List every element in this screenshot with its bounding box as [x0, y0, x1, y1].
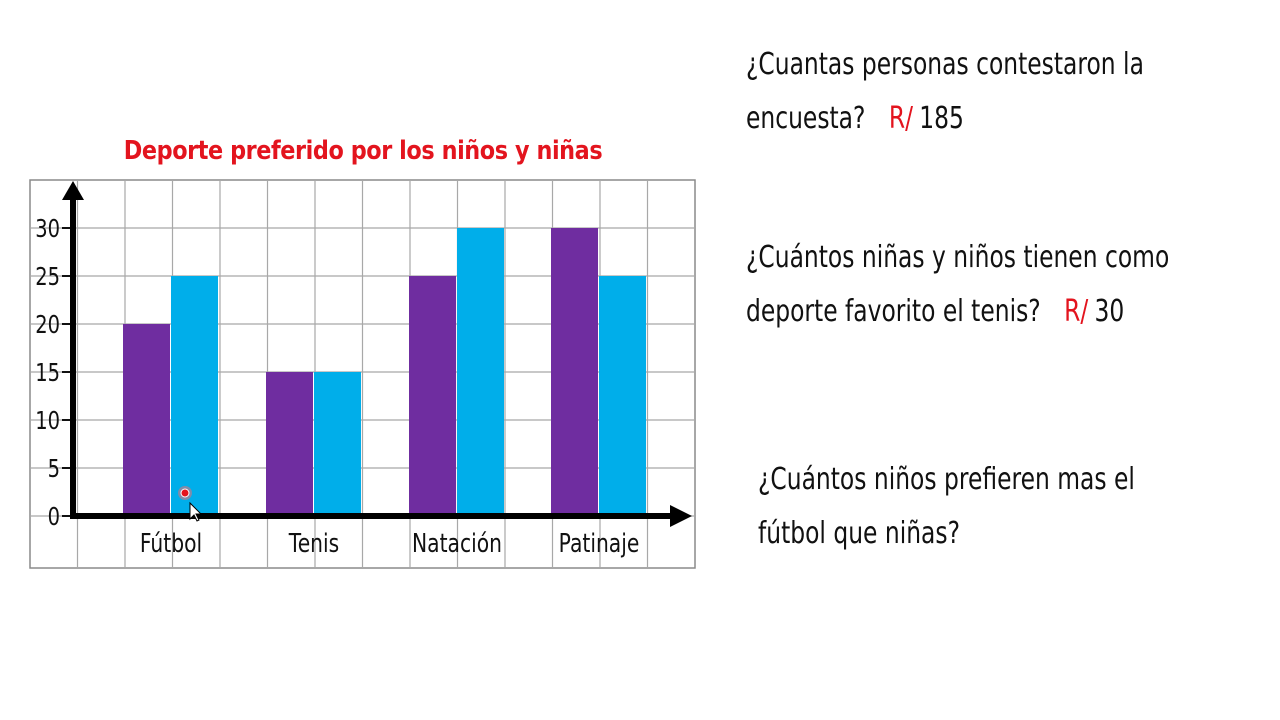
y-tick-label: 30 — [35, 215, 60, 244]
bar-natación-niños — [409, 276, 456, 516]
bar-tenis-niños — [266, 372, 313, 516]
x-tick-label: Patinaje — [559, 529, 640, 559]
chart-title: Deporte preferido por los niños y niñas — [123, 136, 603, 166]
y-tick-label: 15 — [35, 359, 60, 388]
x-tick-label: Tenis — [288, 529, 339, 559]
answer-1-value: 185 — [919, 101, 964, 136]
bar-fútbol-niños — [123, 324, 170, 516]
y-tick-label: 0 — [48, 503, 60, 532]
x-axis-arrow-icon — [670, 505, 692, 527]
question-3-line-2: fútbol que niñas? — [758, 516, 960, 551]
y-axis-arrow-icon — [62, 181, 84, 200]
question-1: ¿Cuantas personas contestaron la encuest… — [746, 38, 1144, 146]
bar-patinaje-niños — [551, 228, 598, 516]
cursor-click-icon — [180, 488, 190, 498]
y-tick-label: 25 — [35, 263, 60, 292]
answer-2-prefix: R/ — [1064, 294, 1089, 329]
question-1-line-1: ¿Cuantas personas contestaron la — [746, 47, 1144, 82]
y-tick-label: 5 — [48, 455, 60, 484]
question-2-line-2: deporte favorito el tenis? — [746, 294, 1041, 329]
question-1-line-2: encuesta? — [746, 101, 866, 136]
mouse-pointer-icon — [189, 501, 203, 522]
bar-tenis-niñas — [314, 372, 361, 516]
question-2-line-1: ¿Cuántos niñas y niños tienen como — [746, 240, 1170, 275]
question-2: ¿Cuántos niñas y niños tienen como depor… — [746, 231, 1169, 339]
x-tick-label: Fútbol — [140, 529, 202, 559]
x-tick-label: Natación — [412, 529, 502, 559]
answer-1-prefix: R/ — [888, 101, 913, 136]
bar-natación-niñas — [457, 228, 504, 516]
bar-fútbol-niñas — [171, 276, 218, 516]
answer-2-value: 30 — [1094, 294, 1125, 329]
question-3-line-1: ¿Cuántos niños prefieren mas el — [758, 462, 1135, 497]
y-tick-label: 10 — [35, 407, 60, 436]
bar-chart: Fútbol Tenis Natación Patinaje 0 5 10 15 20 25 30 — [29, 179, 696, 569]
y-tick-label: 20 — [35, 311, 60, 340]
bar-patinaje-niñas — [599, 276, 646, 516]
question-3: ¿Cuántos niños prefieren mas el fútbol q… — [758, 453, 1135, 561]
